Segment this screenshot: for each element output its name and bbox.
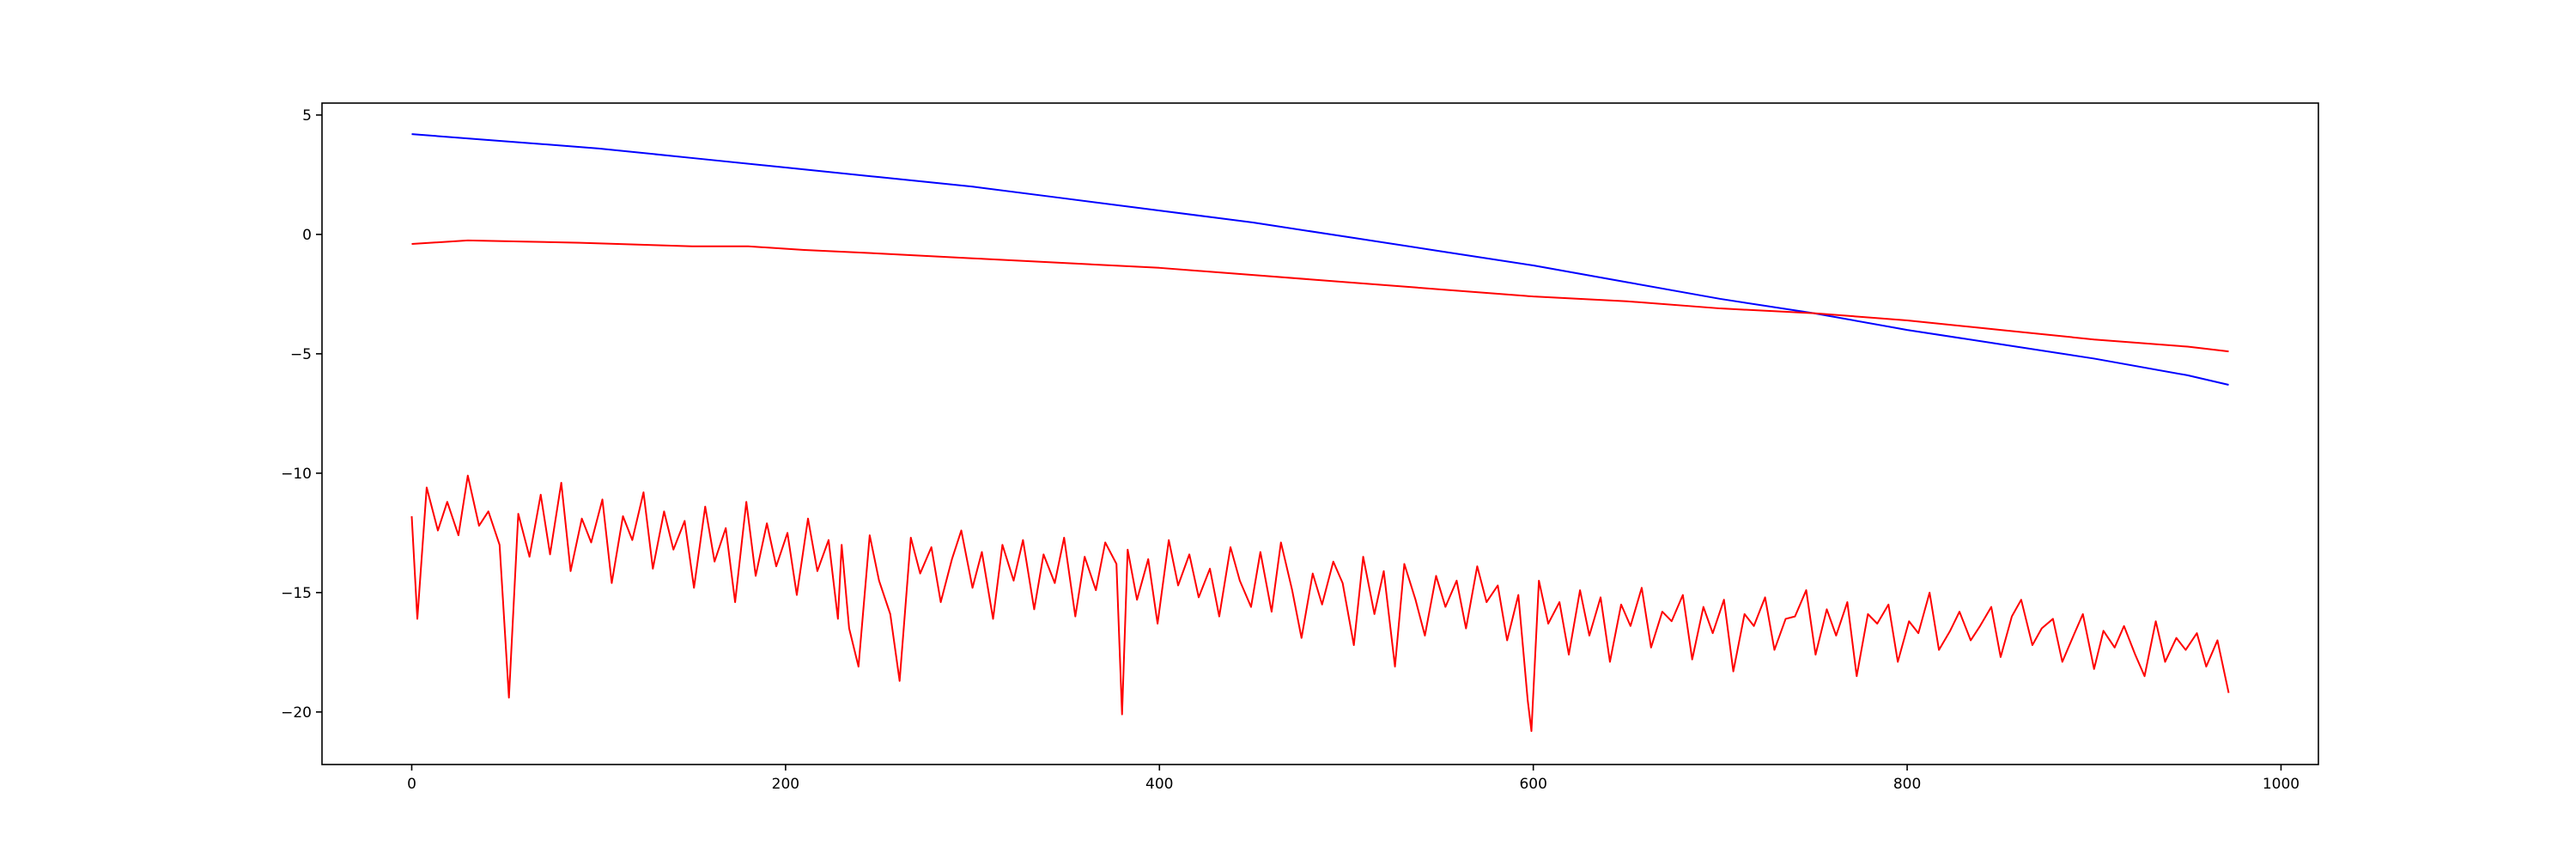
- series-line-2: [411, 239, 2229, 353]
- x-tick-label: 800: [1893, 776, 1921, 793]
- y-tick-label: 5: [302, 107, 312, 125]
- y-tick-label: −15: [281, 585, 312, 602]
- x-tick-label: 1000: [2263, 776, 2300, 793]
- y-tick-label: −20: [281, 704, 312, 722]
- x-tick-label: 200: [772, 776, 799, 793]
- x-tick-label: 600: [1519, 776, 1546, 793]
- series-line-1: [411, 133, 2229, 386]
- plot-background: [322, 103, 2318, 765]
- y-tick-label: 0: [302, 227, 312, 244]
- x-tick-label: 0: [407, 776, 416, 793]
- series-line-3: [410, 474, 2230, 733]
- x-tick-label: 400: [1145, 776, 1173, 793]
- y-tick-label: −10: [281, 466, 312, 483]
- series-layer: [410, 133, 2230, 733]
- plot-frame: [321, 102, 2319, 765]
- y-tick-label: −5: [290, 346, 312, 363]
- ticks-layer: 0 200 400 600 800 1000 5 0 −5 −10 −15 −20: [281, 107, 2300, 793]
